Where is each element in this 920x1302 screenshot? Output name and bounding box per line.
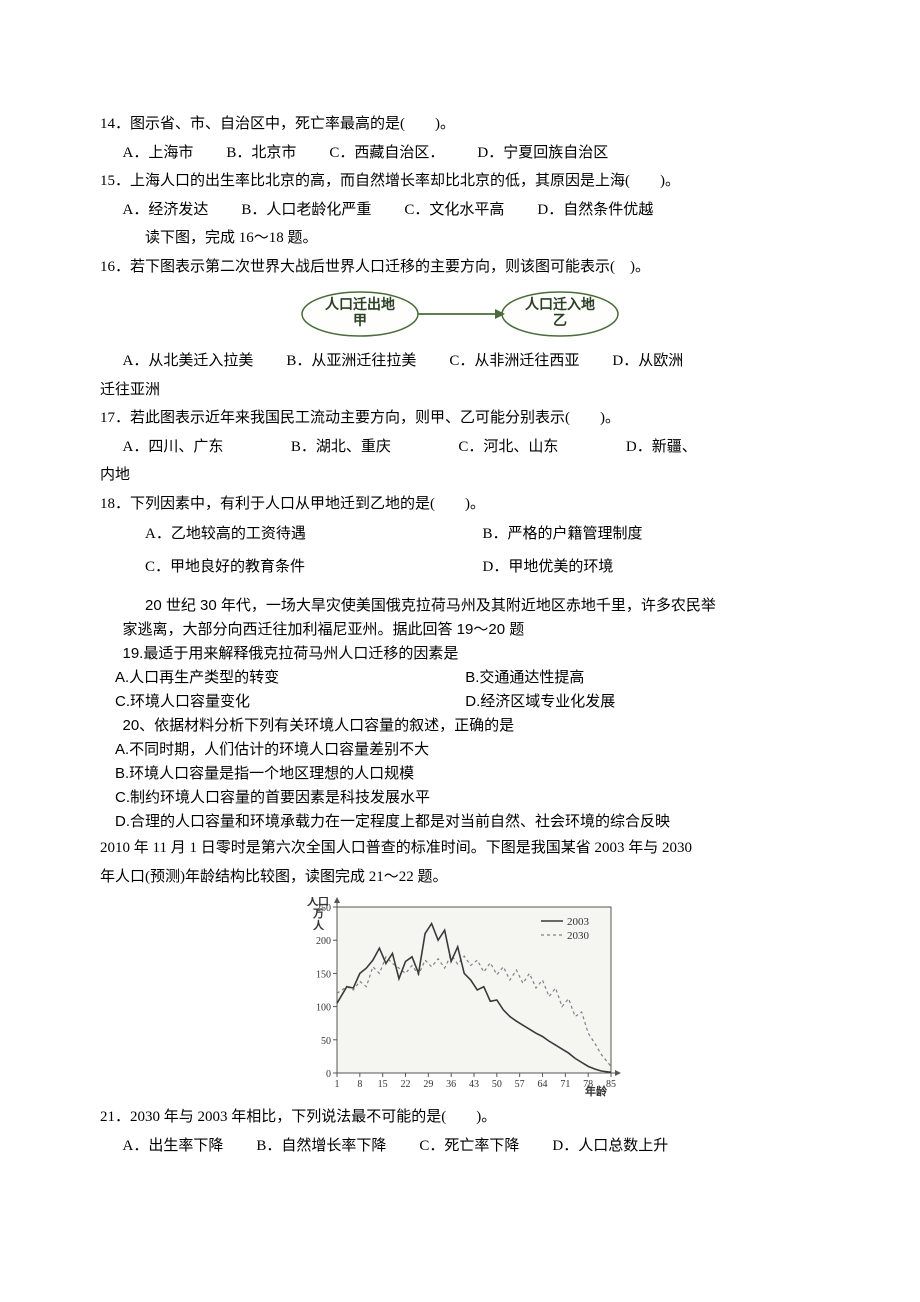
q16-opt-d: D．从欧洲 [612, 347, 683, 376]
q19-opt-c: C.环境人口容量变化 [115, 690, 432, 714]
q15-options: A．经济发达 B．人口老龄化严重 C．文化水平高 D．自然条件优越 [100, 196, 820, 225]
q14-opt-a: A．上海市 [123, 139, 194, 168]
svg-text:36: 36 [446, 1079, 456, 1090]
q16-opt-c: C．从非洲迁往西亚 [449, 347, 579, 376]
q19-opt-d: D.经济区域专业化发展 [465, 690, 615, 714]
svg-text:2003: 2003 [567, 916, 590, 928]
q21-opt-d: D．人口总数上升 [552, 1132, 668, 1161]
oval-right-line2: 乙 [553, 313, 567, 329]
q18-text: 18．下列因素中，有利于人口从甲地迁到乙地的是( )。 [100, 490, 820, 519]
q16-options: A．从北美迁入拉美 B．从亚洲迁往拉美 C．从非洲迁往西亚 D．从欧洲 [100, 347, 820, 376]
q20-opt-b: B.环境人口容量是指一个地区理想的人口规模 [100, 762, 820, 786]
q14-opt-b: B．北京市 [226, 139, 296, 168]
q15-opt-d: D．自然条件优越 [537, 196, 653, 225]
svg-text:万: 万 [312, 907, 324, 920]
svg-text:71: 71 [560, 1079, 570, 1090]
q15-opt-b: B．人口老龄化严重 [241, 196, 371, 225]
q18-opt-b: B．严格的户籍管理制度 [483, 518, 821, 551]
lead-21-22-line1: 2010 年 11 月 1 日零时是第六次全国人口普查的标准时间。下图是我国某省… [100, 834, 820, 863]
q18-opt-d: D．甲地优美的环境 [483, 551, 821, 584]
q17-opt-d: D．新疆、 [626, 433, 697, 462]
oval-right-line1: 人口迁入地 [525, 296, 595, 313]
svg-text:年龄: 年龄 [585, 1084, 608, 1097]
q21-opt-a: A．出生率下降 [123, 1132, 224, 1161]
q19-options-row2: C.环境人口容量变化 D.经济区域专业化发展 [100, 690, 820, 714]
oval-left-line1: 人口迁出地 [325, 296, 395, 313]
q21-text: 21．2030 年与 2003 年相比，下列说法最不可能的是( )。 [100, 1103, 820, 1132]
svg-text:22: 22 [401, 1079, 411, 1090]
q17-opts-tail: 内地 [100, 461, 820, 490]
q16-opt-a: A．从北美迁入拉美 [123, 347, 254, 376]
svg-text:2030: 2030 [567, 930, 590, 942]
q21-opt-b: B．自然增长率下降 [256, 1132, 386, 1161]
svg-text:1: 1 [335, 1079, 340, 1090]
q15-opt-c: C．文化水平高 [404, 196, 504, 225]
q19-text: 19.最适于用来解释俄克拉荷马州人口迁移的因素是 [100, 642, 820, 666]
svg-text:50: 50 [321, 1036, 331, 1047]
q20-opt-d: D.合理的人口容量和环境承载力在一定程度上都是对当前自然、社会环境的综合反映 [100, 810, 820, 834]
svg-text:29: 29 [423, 1079, 433, 1090]
lead-16-18: 读下图，完成 16～18 题。 [100, 224, 820, 253]
svg-text:43: 43 [469, 1079, 479, 1090]
population-chart-svg: 050100150200250181522293643505764717885人… [295, 897, 625, 1097]
q21-options: A．出生率下降 B．自然增长率下降 C．死亡率下降 D．人口总数上升 [100, 1132, 820, 1161]
svg-text:57: 57 [515, 1079, 525, 1090]
svg-text:100: 100 [316, 1003, 331, 1014]
svg-text:0: 0 [326, 1069, 331, 1080]
q14-options: A．上海市 B．北京市 C．西藏自治区． D．宁夏回族自治区 [100, 139, 820, 168]
svg-text:50: 50 [492, 1079, 502, 1090]
migration-diagram: 人口迁出地 甲 人口迁入地 乙 [100, 287, 820, 341]
q19-opt-b: B.交通通达性提高 [465, 666, 584, 690]
q14-opt-c: C．西藏自治区． [329, 139, 444, 168]
q17-text: 17．若此图表示近年来我国民工流动主要方向，则甲、乙可能分别表示( )。 [100, 404, 820, 433]
q17-opt-c: C．河北、山东 [458, 433, 558, 462]
svg-text:85: 85 [606, 1079, 616, 1090]
q20-opt-a: A.不同时期，人们估计的环境人口容量差别不大 [100, 738, 820, 762]
q17-options: A．四川、广东 B．湖北、重庆 C．河北、山东 D．新疆、 [100, 433, 820, 462]
svg-text:人口: 人口 [307, 897, 329, 908]
q19-opt-a: A.人口再生产类型的转变 [115, 666, 432, 690]
q20-text: 20、依据材料分析下列有关环境人口容量的叙述，正确的是 [100, 714, 820, 738]
q15-text: 15．上海人口的出生率比北京的高，而自然增长率却比北京的低，其原因是上海( )。 [100, 167, 820, 196]
q17-opt-b: B．湖北、重庆 [291, 433, 391, 462]
q16-opts-tail: 迁往亚洲 [100, 376, 820, 405]
q18-opt-c: C．甲地良好的教育条件 [145, 551, 483, 584]
q14-opt-d: D．宁夏回族自治区 [477, 139, 608, 168]
svg-text:8: 8 [357, 1079, 362, 1090]
document-page: 14．图示省、市、自治区中，死亡率最高的是( )。 A．上海市 B．北京市 C．… [0, 0, 920, 1302]
svg-text:15: 15 [378, 1079, 388, 1090]
oval-left-line2: 甲 [353, 313, 367, 329]
q18-opt-a: A．乙地较高的工资待遇 [145, 518, 483, 551]
svg-text:64: 64 [538, 1079, 548, 1090]
q16-text: 16．若下图表示第二次世界大战后世界人口迁移的主要方向，则该图可能表示( )。 [100, 253, 820, 282]
q21-opt-c: C．死亡率下降 [419, 1132, 519, 1161]
svg-text:150: 150 [316, 969, 331, 980]
q16-opt-b: B．从亚洲迁往拉美 [286, 347, 416, 376]
q17-opt-a: A．四川、广东 [123, 433, 224, 462]
q14-text: 14．图示省、市、自治区中，死亡率最高的是( )。 [100, 110, 820, 139]
svg-text:人: 人 [313, 918, 325, 932]
q20-opt-c: C.制约环境人口容量的首要因素是科技发展水平 [100, 786, 820, 810]
passage19-line2: 家逃离，大部分向西迁往加利福尼亚州。据此回答 19～20 题 [100, 618, 820, 642]
passage19-line1: 20 世纪 30 年代，一场大旱灾使美国俄克拉荷马州及其附近地区赤地千里，许多农… [100, 594, 820, 618]
q19-options-row1: A.人口再生产类型的转变 B.交通通达性提高 [100, 666, 820, 690]
population-chart: 050100150200250181522293643505764717885人… [100, 897, 820, 1097]
q15-opt-a: A．经济发达 [123, 196, 209, 225]
lead-21-22-line2: 年人口(预测)年龄结构比较图，读图完成 21～22 题。 [100, 863, 820, 892]
svg-text:200: 200 [316, 936, 331, 947]
q18-options: A．乙地较高的工资待遇 B．严格的户籍管理制度 C．甲地良好的教育条件 D．甲地… [100, 518, 820, 584]
